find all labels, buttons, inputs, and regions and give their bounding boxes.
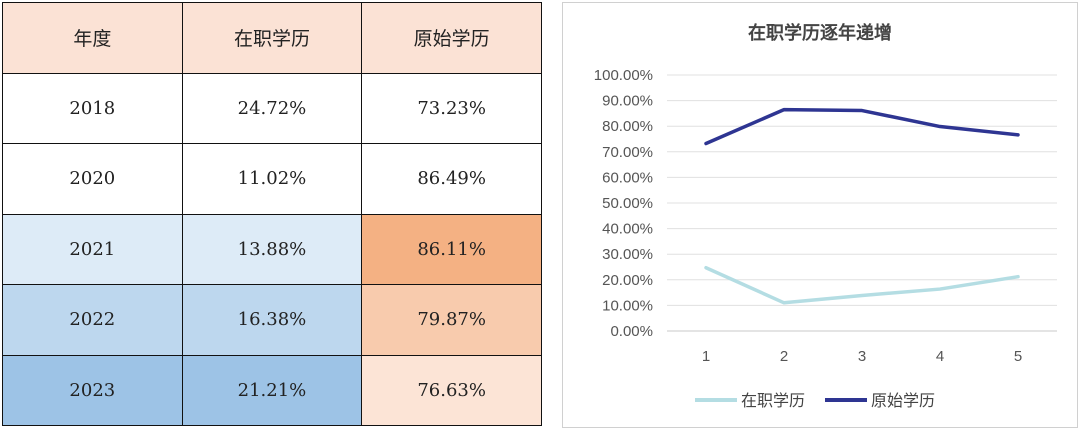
line-chart: 在职学历逐年递增 0.00%10.00%20.00%30.00%40.00%50… — [594, 22, 1057, 410]
data-table: 年度 在职学历 原始学历 2018 24.72% 73.23% 2020 11.… — [2, 2, 542, 426]
x-axis-ticks: 1 2 3 4 5 — [702, 348, 1022, 365]
cell-onjob: 13.88% — [181, 213, 363, 285]
y-tick-label: 90.00% — [602, 93, 653, 110]
series-line-1 — [704, 265, 1020, 305]
cell-year: 2023 — [2, 354, 183, 426]
header-year: 年度 — [2, 2, 183, 74]
legend: 在职学历 原始学历 — [695, 391, 935, 410]
series-line-2 — [704, 107, 1020, 146]
y-tick-label: 10.00% — [602, 297, 653, 314]
y-tick-label: 0.00% — [610, 323, 653, 340]
cell-onjob: 24.72% — [181, 72, 363, 144]
cell-year: 2022 — [2, 284, 183, 356]
y-tick-label: 40.00% — [602, 221, 653, 238]
x-tick-label: 1 — [702, 348, 710, 365]
series-lines — [704, 107, 1020, 305]
y-tick-label: 60.00% — [602, 169, 653, 186]
header-onjob: 在职学历 — [181, 2, 363, 74]
table-row: 2022 16.38% 79.87% — [2, 284, 542, 356]
header-original: 原始学历 — [361, 2, 542, 74]
x-tick-label: 2 — [780, 348, 788, 365]
table-row: 2023 21.21% 76.63% — [2, 354, 542, 426]
table-header-row: 年度 在职学历 原始学历 — [2, 2, 542, 74]
line-chart-panel: 在职学历逐年递增 0.00% 10.00% 20.00% 30.00% 40.00% 50… — [562, 2, 1078, 428]
cell-year: 2018 — [2, 72, 183, 144]
y-tick-label: 100.00% — [594, 67, 653, 84]
cell-onjob: 21.21% — [181, 354, 363, 426]
y-tick-label: 30.00% — [602, 246, 653, 263]
table-row: 2020 11.02% 86.49% — [2, 143, 542, 215]
cell-original: 86.11% — [361, 213, 542, 285]
cell-original: 79.87% — [361, 284, 542, 356]
x-tick-label: 4 — [936, 348, 944, 365]
cell-original: 73.23% — [361, 72, 542, 144]
table-row: 2021 13.88% 86.11% — [2, 213, 542, 285]
x-tick-label: 5 — [1014, 348, 1022, 365]
table-row: 2018 24.72% 73.23% — [2, 72, 542, 144]
x-tick-label: 3 — [858, 348, 866, 365]
y-tick-label: 20.00% — [602, 272, 653, 289]
y-tick-label: 80.00% — [602, 118, 653, 135]
cell-year: 2021 — [2, 213, 183, 285]
legend-label-2: 原始学历 — [871, 391, 935, 410]
cell-original: 76.63% — [361, 354, 542, 426]
chart-title: 在职学历逐年递增 — [748, 22, 892, 44]
y-tick-label: 50.00% — [602, 195, 653, 212]
y-tick-label: 70.00% — [602, 144, 653, 161]
cell-onjob: 16.38% — [181, 284, 363, 356]
cell-original: 86.49% — [361, 143, 542, 215]
grid-lines — [667, 74, 1057, 332]
cell-onjob: 11.02% — [181, 143, 363, 215]
cell-year: 2020 — [2, 143, 183, 215]
y-axis-ticks: 0.00% 10.00% 20.00% 30.00% 40.00% 50.00% 60.00… — [594, 67, 653, 340]
legend-label-1: 在职学历 — [741, 391, 805, 410]
